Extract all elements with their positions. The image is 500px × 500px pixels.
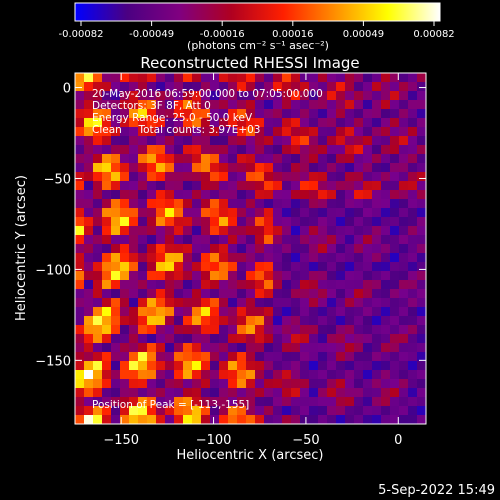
plot-frame [74,72,427,425]
colorbar-tick-label: -0.00082 [59,29,104,40]
x-tick-label: −150 [103,433,139,448]
colorbar-units: (photons cm⁻² s⁻¹ asec⁻²) [187,39,329,52]
axis-ticks: −150 −100 −50 0 0 −50 −100 −150 [35,73,426,448]
annotation-clean: Clean Total counts: 3.97E+03 [92,124,261,136]
x-tick-label: −50 [292,433,319,448]
colorbar-tick-label: 0.00049 [343,29,384,40]
colorbar-tick-label: -0.00049 [129,29,174,40]
y-tick-label: 0 [63,82,71,97]
annotation-peak: Position of Peak = [-113,-155] [92,399,249,411]
y-tick-label: −50 [44,172,71,187]
x-tick-label: 0 [394,433,402,448]
colorbar-tick-label: 0.00016 [272,29,313,40]
y-tick-label: −150 [35,354,71,369]
chart-title: Reconstructed RHESSI Image [140,54,359,72]
annotation-block: 20-May-2016 06:59:00.000 to 07:05:00.000… [92,88,323,411]
x-tick-label: −100 [196,433,232,448]
annotation-energy: Energy Range: 25.0 - 50.0 keV [92,112,253,124]
y-axis-label: Heliocentric Y (arcsec) [14,175,29,321]
y-tick-label: −100 [35,263,71,278]
colorbar-tick-label: 0.00082 [413,29,454,40]
heatmap-image [75,73,426,424]
footer-timestamp: 5-Sep-2022 15:49 [378,483,495,498]
x-axis-label: Heliocentric X (arcsec) [177,448,324,463]
colorbar [74,2,441,22]
colorbar-tick-label: -0.00016 [200,29,245,40]
colorbar-ticks: -0.00082 -0.00049 -0.00016 0.00016 0.00049 0.… [59,21,455,40]
annotation-detectors: Detectors: 3F 8F, Att 0 [92,100,211,112]
annotation-time: 20-May-2016 06:59:00.000 to 07:05:00.000 [92,88,323,100]
